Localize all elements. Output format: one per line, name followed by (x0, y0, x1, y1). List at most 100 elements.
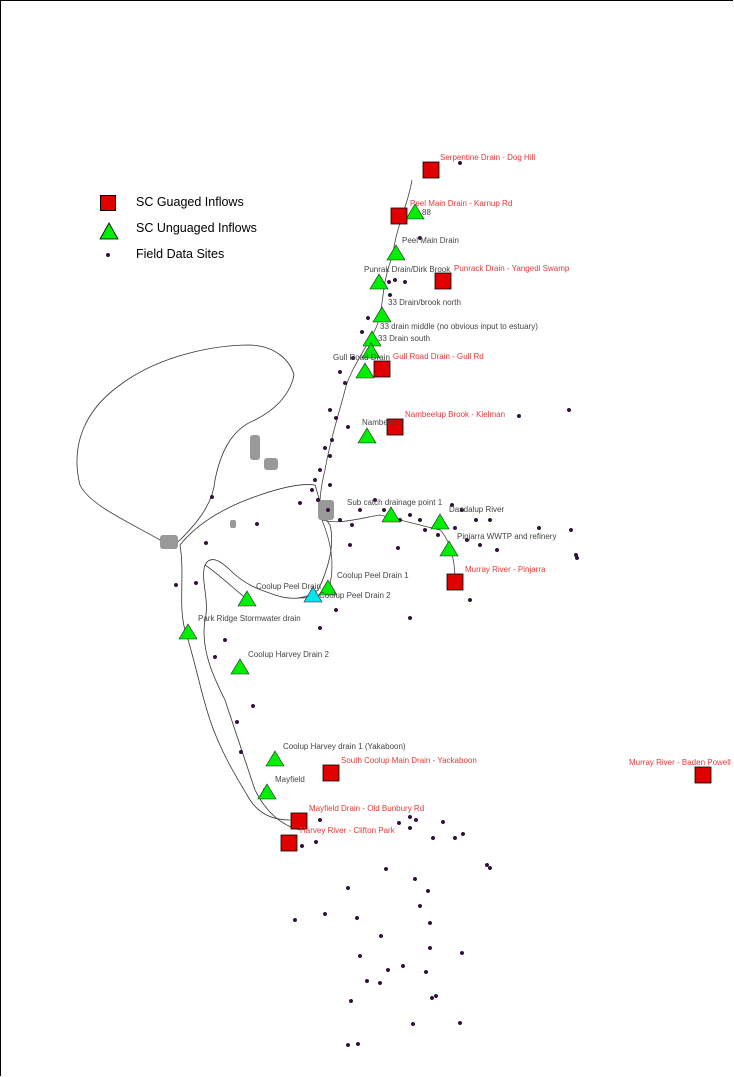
field-site-dot (298, 501, 303, 506)
ungauged-inflow-marker-pinjarra-wwtp-and-refinery (439, 540, 459, 557)
field-site-dot (316, 498, 321, 503)
field-site-dot (408, 616, 413, 621)
field-site-dot (378, 981, 383, 986)
ungauged-inflow-marker-gull-road-drain (355, 362, 375, 379)
field-site-dot (334, 608, 339, 613)
field-site-dot (434, 994, 439, 999)
gauged-inflow-marker-south-coolup-main-drain-yackaboon (322, 764, 340, 782)
field-site-dot (468, 598, 473, 603)
ungauged-site-label: 33 Drain south (378, 334, 430, 343)
ungauged-inflow-marker-88 (405, 203, 425, 220)
field-site-dot (356, 1041, 361, 1046)
ungauged-site-label: 88 (422, 208, 431, 217)
field-site-dot (569, 528, 574, 533)
ungauged-inflow-marker-nambeelup (357, 427, 377, 444)
field-site-dot (388, 293, 393, 298)
field-site-dot (379, 934, 384, 939)
field-site-dot (382, 508, 387, 513)
gauged-site-label: South Coolup Main Drain - Yackaboon (341, 756, 477, 765)
field-site-dot (358, 508, 363, 513)
field-site-dot (474, 518, 479, 523)
ungauged-inflow-marker-coolup-harvey-drain-2 (230, 658, 250, 675)
gauged-site-label: Peel Main Drain - Karnup Rd (410, 199, 512, 208)
ungauged-site-label: Dandalup River (449, 505, 504, 514)
field-site-dot (567, 408, 572, 413)
field-site-dot (350, 523, 355, 528)
ungauged-site-label: 33 drain middle (no obvious input to est… (380, 322, 538, 331)
green-triangle-icon (99, 222, 119, 240)
gauged-site-label: Nambeelup Brook - Kielman (405, 410, 505, 419)
field-site-dot (458, 160, 463, 165)
ungauged-inflow-marker-33-drain-south (361, 342, 381, 359)
field-site-dot (234, 720, 239, 725)
field-site-dot (418, 235, 423, 240)
ungauged-site-label: Park Ridge Stormwater drain (198, 614, 301, 623)
field-site-dot (575, 556, 580, 561)
field-site-dot (465, 538, 470, 543)
ungauged-inflow-markers (178, 203, 459, 800)
field-site-dot (330, 438, 335, 443)
field-site-dot (346, 1042, 351, 1047)
field-site-dot (426, 889, 431, 894)
field-site-dot (411, 1022, 416, 1027)
gauged-inflow-marker-murray-river-baden-powell (694, 766, 712, 784)
gauged-inflow-marker-peel-main-drain-karnup-rd (390, 207, 408, 225)
field-site-dot (450, 503, 455, 508)
field-site-dot (453, 526, 458, 531)
field-site-dot (338, 518, 343, 523)
field-site-dot (408, 513, 413, 518)
field-site-dot (393, 278, 398, 283)
red-square-icon (100, 195, 116, 211)
field-site-dot (430, 996, 435, 1001)
field-site-dot (293, 918, 298, 923)
field-site-dot (173, 583, 178, 588)
field-site-dot (314, 840, 319, 845)
legend-label-field: Field Data Sites (136, 247, 225, 261)
field-site-dot (488, 866, 493, 871)
gauged-inflow-marker-gull-road-drain-gull-rd (373, 360, 391, 378)
legend-label-ungauged: SC Unguaged Inflows (136, 221, 257, 235)
ungauged-site-label: Coolup Harvey Drain 2 (248, 650, 329, 659)
field-site-dot (441, 820, 446, 825)
field-site-dot (461, 832, 466, 837)
field-site-dot (403, 280, 408, 285)
field-site-dot (323, 912, 328, 917)
field-site-dot (318, 626, 323, 631)
field-site-dot (384, 867, 389, 872)
field-site-dot (428, 921, 433, 926)
field-site-dot (203, 541, 208, 546)
field-site-dot (460, 508, 465, 513)
field-site-dot (313, 478, 318, 483)
field-site-dot (351, 356, 356, 361)
gauged-site-label: Harvey River - Clifton Park (300, 826, 396, 835)
field-site-dot (318, 468, 323, 473)
field-site-dot (346, 425, 351, 430)
ungauged-site-label: Nambeelup (362, 418, 403, 427)
field-site-dot (517, 414, 522, 419)
field-site-dot (431, 836, 436, 841)
gauged-inflow-marker-punrack-drain-yangedi-swamp (434, 272, 452, 290)
ungauged-inflow-marker-33-drain-brook-north (372, 306, 392, 323)
field-site-dot (338, 370, 343, 375)
site-labels: 88 Peel Main Drain Punrak Drain/Dirk Brook… (198, 153, 731, 835)
field-site-dot (334, 416, 339, 421)
field-site-dot (418, 904, 423, 909)
ungauged-site-label: Pinjarra WWTP and refinery (457, 532, 556, 541)
field-site-dot (358, 954, 363, 959)
ungauged-site-label: Coolup Peel Drain 1 (337, 571, 409, 580)
field-site-dot (349, 999, 354, 1004)
field-site-dot (250, 704, 255, 709)
ungauged-site-label: Peel Main Drain (402, 236, 459, 245)
field-site-dot (222, 638, 227, 643)
ungauged-inflow-marker-sub-catch-drainage-point-1 (381, 506, 401, 523)
field-site-dot (387, 280, 392, 285)
ungauged-inflow-marker-coolup-peel-drain (237, 590, 257, 607)
field-site-dot (348, 543, 353, 548)
ungauged-inflow-marker-mayfield (257, 783, 277, 800)
field-site-dot (453, 836, 458, 841)
gauged-site-label: Gull Road Drain - Gull Rd (393, 352, 484, 361)
field-site-dot (423, 528, 428, 533)
field-site-dot (413, 877, 418, 882)
